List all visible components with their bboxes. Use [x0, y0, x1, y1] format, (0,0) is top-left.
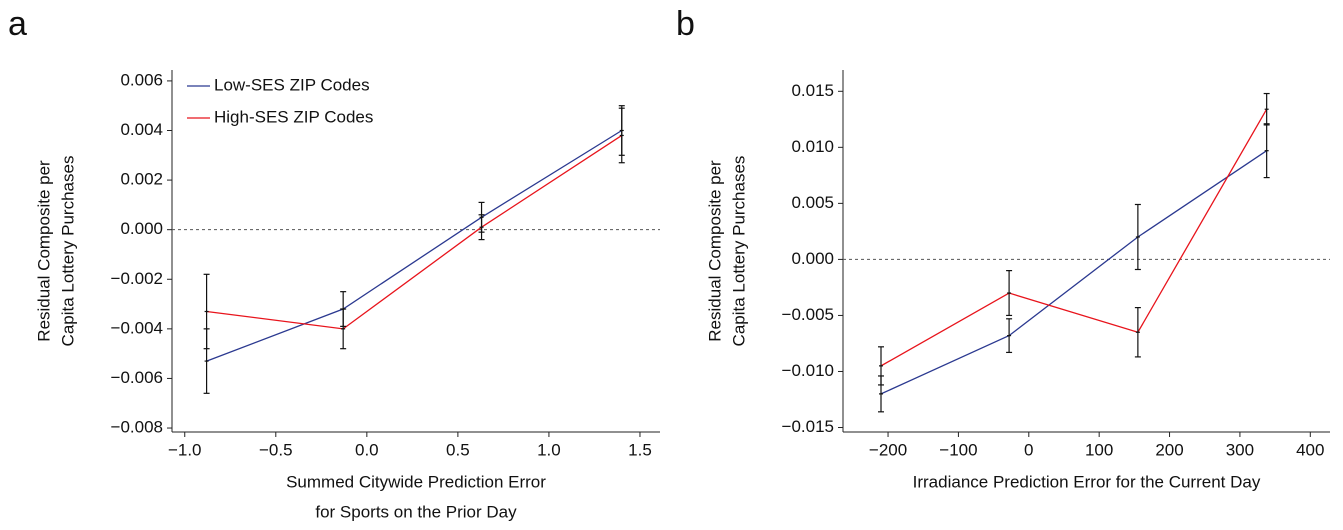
error-bar — [203, 273, 210, 350]
y-tick-label: −0.002 — [111, 269, 163, 288]
error-bar — [618, 107, 625, 164]
x-tick-label: 1.0 — [537, 440, 561, 459]
y-tick-label: −0.015 — [782, 417, 834, 436]
y-axis-label: Residual Composite per — [705, 160, 724, 342]
panel-label: b — [676, 5, 695, 43]
error-bar — [878, 346, 885, 386]
series-line — [880, 108, 1268, 367]
y-tick-label: 0.010 — [791, 137, 834, 156]
panel-label: a — [8, 5, 27, 43]
x-tick-label: 0.5 — [446, 440, 470, 459]
error-bar — [478, 214, 485, 241]
x-tick-label: 0 — [1024, 440, 1033, 459]
error-bar — [1134, 203, 1141, 271]
y-tick-label: −0.010 — [782, 361, 834, 380]
x-tick-label: 400 — [1296, 440, 1324, 459]
error-bar — [1006, 270, 1013, 317]
error-bar — [1006, 318, 1013, 354]
x-tick-label: −200 — [869, 440, 907, 459]
error-bar — [1134, 306, 1141, 358]
legend-label: Low-SES ZIP Codes — [214, 75, 370, 94]
x-axis-label: for Sports on the Prior Day — [315, 502, 517, 521]
y-tick-label: −0.005 — [782, 305, 834, 324]
x-axis-label: Irradiance Prediction Error for the Curr… — [913, 472, 1261, 491]
y-tick-label: 0.015 — [791, 81, 834, 100]
y-tick-label: −0.006 — [111, 368, 163, 387]
x-tick-label: 300 — [1226, 440, 1254, 459]
x-tick-label: −0.5 — [259, 440, 293, 459]
x-tick-label: −1.0 — [168, 440, 202, 459]
series-line — [880, 150, 1268, 395]
y-axis-label: Capita Lottery Purchases — [729, 156, 748, 347]
x-tick-label: 200 — [1155, 440, 1183, 459]
x-tick-label: 0.0 — [355, 440, 379, 459]
y-axis-label: Residual Composite per — [34, 160, 53, 342]
y-tick-label: 0.000 — [120, 219, 163, 238]
y-axis-label: Capita Lottery Purchases — [58, 156, 77, 347]
y-tick-label: 0.000 — [791, 249, 834, 268]
series-line — [206, 134, 623, 330]
y-tick-label: 0.002 — [120, 170, 163, 189]
x-tick-label: 1.5 — [628, 440, 652, 459]
error-bar — [1263, 123, 1270, 179]
y-tick-label: −0.004 — [111, 318, 163, 337]
error-bar — [340, 308, 347, 350]
series-line — [206, 129, 623, 362]
y-tick-label: 0.005 — [791, 193, 834, 212]
y-tick-label: 0.006 — [120, 70, 163, 89]
error-bar — [1263, 92, 1270, 126]
x-tick-label: −100 — [939, 440, 977, 459]
legend-label: High-SES ZIP Codes — [214, 107, 373, 126]
y-tick-label: 0.004 — [120, 120, 163, 139]
x-axis-label: Summed Citywide Prediction Error — [286, 472, 546, 491]
y-tick-label: −0.008 — [111, 418, 163, 437]
x-tick-label: 100 — [1085, 440, 1113, 459]
